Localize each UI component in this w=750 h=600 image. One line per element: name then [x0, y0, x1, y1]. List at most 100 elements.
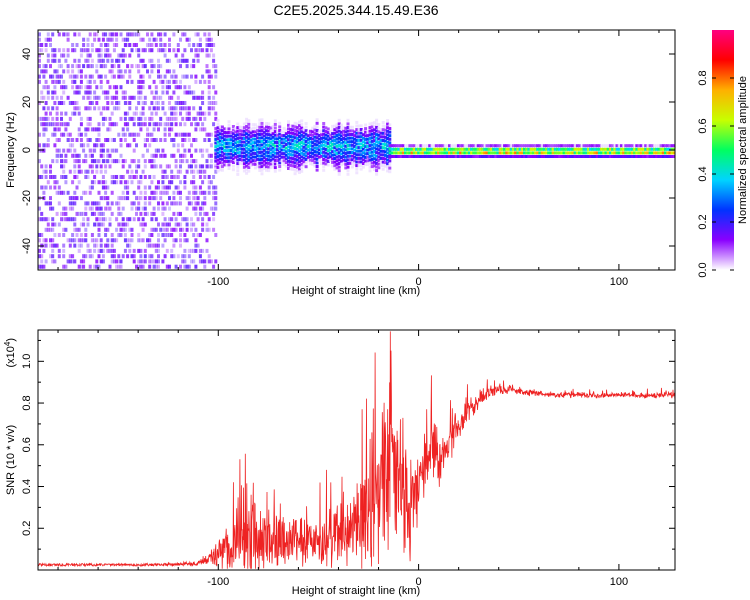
spectrogram-cell: [139, 90, 143, 95]
spectrogram-cell: [60, 211, 63, 216]
spectrogram-cell: [174, 106, 178, 111]
spectrogram-cell: [304, 125, 308, 129]
spectrogram-cell: [135, 106, 138, 111]
spectrogram-cell: [348, 140, 352, 144]
spectrogram-cell: [653, 144, 656, 148]
spectrogram-cell: [123, 233, 127, 237]
spectrogram-cell: [375, 133, 379, 137]
spectrogram-cell: [258, 125, 262, 129]
spectrogram-cell: [350, 158, 354, 162]
spectrogram-cell: [201, 127, 205, 132]
spectrogram-cell: [503, 147, 507, 151]
spectrogram-cell: [115, 227, 119, 232]
spectrogram-cell: [168, 132, 171, 137]
spectrogram-cell: [57, 58, 61, 63]
spectrogram-cell: [40, 48, 44, 53]
spectrogram-cell: [66, 69, 70, 74]
spectrogram-cell: [90, 233, 94, 237]
spectrogram-cell: [267, 165, 271, 169]
spectrogram-cell: [523, 144, 526, 148]
spectrogram-cell: [337, 144, 341, 147]
spectrogram-cell: [137, 185, 141, 190]
spectrogram-cell: [42, 127, 46, 132]
spectrogram-cell: [269, 144, 273, 148]
spectrogram-cell: [88, 74, 92, 79]
spectrogram-cell: [582, 151, 586, 155]
spectrogram-cell: [644, 151, 648, 155]
spectrogram-cell: [372, 153, 376, 157]
spectrogram-cell: [126, 196, 130, 201]
spectrogram-cell: [267, 143, 271, 147]
spectrogram-cell: [190, 259, 193, 264]
spectrogram-cell: [209, 74, 213, 79]
spectrogram-cell: [139, 74, 143, 79]
spectrogram-cell: [214, 148, 218, 152]
spectrogram-cell: [258, 151, 262, 154]
spectrogram-cell: [298, 135, 301, 138]
spectrogram-cell: [143, 248, 147, 253]
spectrogram-cell: [410, 147, 414, 151]
spectrogram-cell: [408, 151, 412, 155]
spectrogram-cell: [505, 151, 509, 155]
spectrogram-cell: [161, 79, 165, 84]
spectrogram-cell: [280, 137, 284, 141]
spectrogram-cell: [137, 122, 141, 127]
spectrogram-cell: [516, 155, 520, 158]
spectrogram-cell: [185, 64, 189, 69]
spectrogram-cell: [302, 138, 306, 142]
spectrogram-cell: [176, 95, 180, 100]
spectrogram-cell: [152, 79, 156, 84]
spectrogram-cell: [359, 149, 363, 153]
spectrogram-cell: [101, 185, 105, 190]
spectrogram-cell: [212, 106, 216, 111]
spectrogram-cell: [101, 248, 105, 253]
spectrogram-cell: [564, 151, 568, 155]
spectrogram-cell: [106, 201, 110, 206]
spectrogram-cell: [192, 270, 195, 274]
spectrogram-cell: [205, 48, 209, 53]
spectrogram-cell: [97, 37, 101, 42]
spectrogram-cell: [38, 238, 41, 243]
spectrogram-cell: [150, 58, 154, 63]
spectrogram-cell: [483, 155, 487, 158]
spectrogram-cell: [293, 147, 297, 150]
spectrogram-cell: [361, 151, 365, 155]
spectrogram-cell: [73, 270, 76, 274]
spectrogram-cell: [163, 32, 167, 37]
spectrogram-cell: [379, 153, 383, 157]
spectrogram-cell: [207, 153, 211, 158]
spectrogram-cell: [115, 122, 119, 127]
spectrogram-cell: [298, 167, 301, 171]
spectrogram-cell: [71, 196, 75, 201]
spectrogram-cell: [146, 132, 149, 137]
spectrogram-cell: [545, 151, 548, 155]
spectrogram-cell: [383, 139, 387, 143]
spectrogram-cell: [101, 217, 105, 222]
spectrogram-cell: [383, 146, 387, 150]
spectrogram-cell: [194, 227, 198, 232]
spectrogram-cell: [225, 138, 229, 142]
spectrogram-cell: [55, 106, 59, 111]
spectrogram-cell: [194, 79, 198, 84]
spectrogram-cell: [187, 106, 191, 111]
spectrogram-cell: [51, 254, 55, 259]
spectrogram-cell: [220, 136, 224, 140]
spectrogram-cell: [650, 151, 654, 155]
spectrogram-cell: [121, 175, 125, 179]
spectrogram-cell: [271, 125, 275, 128]
spectrogram-cell: [637, 155, 641, 158]
spectrogram-cell: [271, 132, 275, 136]
spectrogram-cell: [128, 248, 132, 253]
spectrogram-cell: [157, 270, 160, 274]
spectrogram-cell: [93, 270, 96, 274]
spectrogram-cell: [110, 159, 114, 164]
spectrogram-cell: [38, 48, 41, 53]
spectrogram-cell: [509, 147, 513, 151]
spectrogram-cell: [357, 153, 361, 157]
spectrogram-cell: [148, 254, 152, 259]
spectrogram-cell: [66, 148, 70, 153]
spectrogram-cell: [194, 148, 198, 153]
spectrogram-cell: [148, 43, 152, 47]
spectrogram-cell: [196, 43, 200, 47]
spectrogram-cell: [229, 138, 233, 142]
